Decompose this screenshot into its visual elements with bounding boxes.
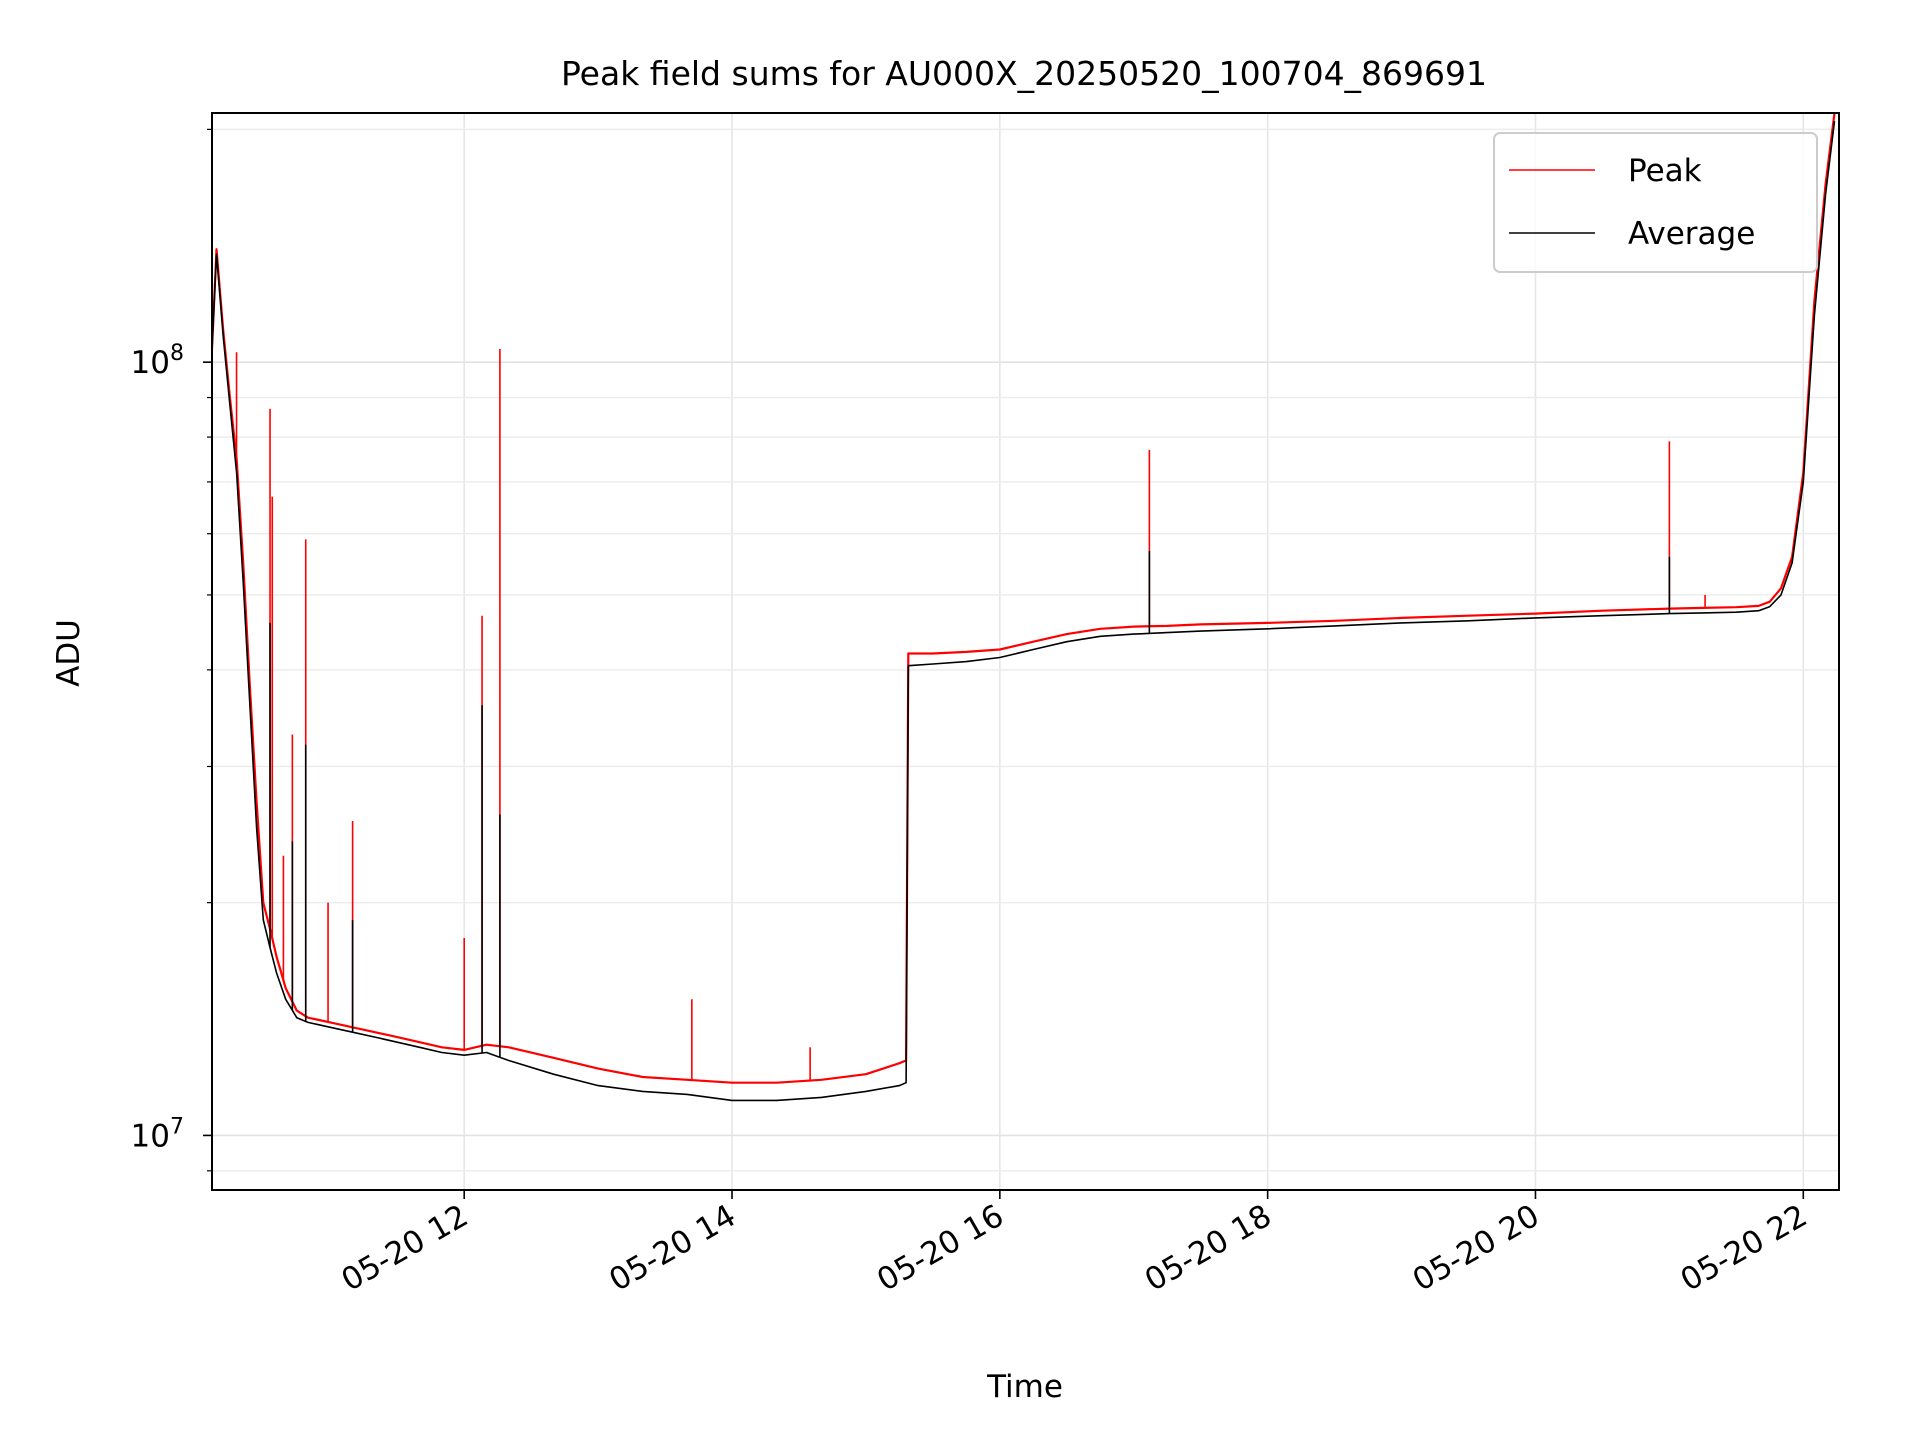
chart-title: Peak field sums for AU000X_20250520_1007… [561, 54, 1487, 93]
x-axis-label: Time [986, 1369, 1063, 1405]
grid [212, 113, 1839, 1190]
y-tick-label-exponent: 8 [170, 341, 184, 366]
series [210, 112, 1836, 1102]
legend-label-peak: Peak [1628, 153, 1702, 189]
series-line-average [211, 121, 1836, 1102]
legend: Peak Average [1493, 132, 1818, 273]
y-axis-label: ADU [51, 619, 87, 687]
plot-frame [211, 112, 1840, 1191]
y-tick-label-0: 107 [131, 1114, 184, 1154]
y-tick-label-exponent: 7 [170, 1114, 184, 1139]
legend-label-average: Average [1628, 216, 1755, 252]
y-tick-label-1: 108 [131, 341, 184, 381]
legend-box [1493, 132, 1818, 273]
y-tick-label-base: 10 [131, 345, 170, 381]
y-tick-label-base: 10 [131, 1118, 170, 1154]
